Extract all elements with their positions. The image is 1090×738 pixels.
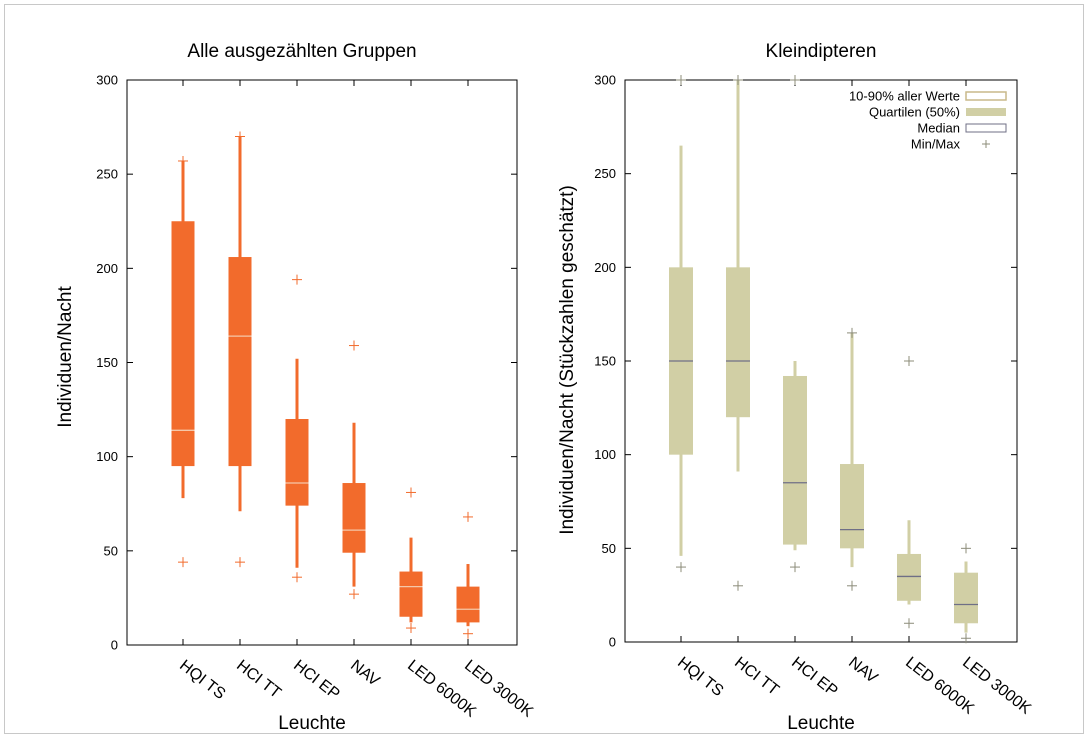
box-hci-ep [783, 75, 807, 573]
box-nav [840, 327, 864, 591]
max-marker [235, 131, 245, 142]
quartile-box [954, 572, 978, 624]
min-marker [961, 633, 971, 644]
quartile-box [897, 553, 921, 601]
max-marker [790, 75, 800, 85]
box-led-3000k [456, 511, 480, 639]
min-marker [235, 557, 245, 568]
quartile-box [342, 483, 366, 553]
box-hqi-ts [669, 75, 693, 573]
y-tick-label: 300 [594, 73, 616, 88]
min-marker [406, 623, 416, 634]
y-tick-label: 250 [594, 166, 616, 181]
legend-swatch-minmax [982, 140, 990, 148]
min-marker [292, 572, 302, 583]
y-tick-label: 50 [104, 543, 118, 558]
y-axis-label: Individuen/Nacht (Stückzahlen geschätzt) [557, 185, 578, 535]
box-nav [342, 340, 366, 600]
box-hci-tt [726, 75, 750, 591]
y-tick-label: 250 [96, 167, 118, 182]
max-marker [676, 75, 686, 85]
legend-label: Median [917, 121, 960, 136]
min-marker [676, 562, 686, 573]
chart-title: Alle ausgezählten Gruppen [187, 41, 416, 62]
box-led-3000k [954, 543, 978, 644]
box-hqi-ts [171, 155, 195, 568]
max-marker [904, 356, 914, 366]
chart-panel-2: 0 50 100 150 200 250 300 HQI TS HCI TT HCI EP NAV L… [557, 41, 1034, 734]
quartile-box [171, 221, 195, 467]
y-tick-label: 200 [594, 260, 616, 275]
max-marker [463, 511, 473, 522]
box-hci-ep [285, 274, 309, 583]
box-hci-tt [228, 131, 252, 568]
legend-label: 10-90% aller Werte [849, 89, 960, 104]
quartile-box [285, 419, 309, 506]
min-marker [463, 628, 473, 639]
quartile-box [456, 586, 480, 623]
min-marker [349, 589, 359, 600]
category-label: HQI TS [176, 657, 228, 703]
chart-panel-1: 0 50 100 150 200 250 300 HQI TS HCI TT HCI EP NAV L… [55, 41, 536, 734]
y-axis-label: Individuen/Nacht [55, 286, 76, 428]
category-label: HCI TT [233, 657, 284, 702]
category-label: HCI EP [788, 654, 841, 700]
max-marker [406, 487, 416, 498]
x-axis-label: Leuchte [787, 713, 855, 734]
max-marker [349, 340, 359, 351]
y-tick-label: 150 [96, 355, 118, 370]
box-led-6000k [897, 356, 921, 629]
chart-title: Kleindipteren [766, 41, 877, 62]
max-marker [733, 75, 743, 85]
x-axis-label: Leuchte [278, 713, 346, 734]
y-tick-label: 0 [111, 638, 118, 653]
max-marker [847, 327, 857, 338]
min-marker [904, 618, 914, 629]
max-marker [292, 274, 302, 285]
legend-swatch-whisker [965, 91, 1007, 101]
y-tick-label: 200 [96, 261, 118, 276]
min-marker [733, 580, 743, 591]
box-led-6000k [399, 487, 423, 634]
max-marker [961, 543, 971, 554]
legend-label: Quartilen (50%) [869, 105, 960, 120]
category-label: NAV [347, 657, 383, 690]
legend-swatch-box [966, 108, 1006, 116]
category-label: HQI TS [674, 654, 726, 700]
y-tick-label: 0 [609, 635, 616, 650]
category-label: NAV [845, 654, 881, 687]
min-marker [790, 562, 800, 573]
quartile-box [726, 267, 750, 418]
category-label: HCI TT [731, 654, 782, 699]
min-marker [178, 557, 188, 568]
y-tick-label: 300 [96, 73, 118, 88]
y-tick-label: 50 [602, 541, 616, 556]
min-marker [847, 580, 857, 591]
quartile-box [840, 464, 864, 549]
y-tick-label: 100 [96, 449, 118, 464]
y-tick-label: 100 [594, 447, 616, 462]
category-label: HCI EP [290, 657, 343, 703]
legend-label: Min/Max [911, 137, 961, 152]
max-marker [178, 155, 188, 166]
quartile-box [399, 571, 423, 617]
quartile-box [228, 257, 252, 467]
y-tick-label: 150 [594, 354, 616, 369]
legend-swatch-median [965, 123, 1007, 133]
quartile-box [783, 375, 807, 545]
